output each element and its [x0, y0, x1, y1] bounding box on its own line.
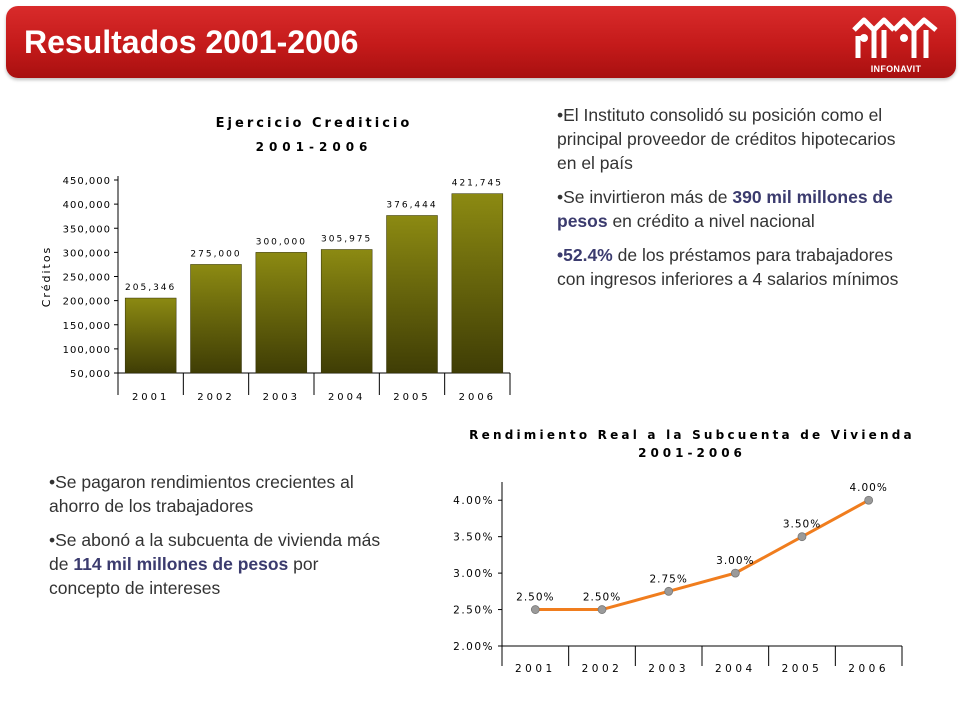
series-line [535, 498, 870, 612]
y-tick-label: 2.50% [453, 605, 494, 617]
point-2006 [864, 495, 874, 505]
bar-2002 [190, 264, 242, 374]
y-tick-label: 3.00% [453, 568, 494, 580]
bullet-item: •Se invirtieron más de 390 mil millones … [557, 185, 917, 233]
x-tick-label: 2006 [459, 392, 496, 403]
bullet-text: •Se invirtieron más de [557, 187, 733, 207]
y-tick-label: 450,000 [63, 176, 111, 187]
point-data-label: 2.75% [649, 573, 687, 585]
bullet-text: •El Instituto consolidó su posición como… [557, 105, 896, 173]
bottom-bullet-list: •Se pagaron rendimientos crecientes al a… [49, 470, 389, 610]
y-tick-label: 250,000 [63, 273, 111, 284]
bullet-highlight: 114 mil millones de pesos [73, 554, 289, 574]
point-data-label: 2.50% [516, 592, 554, 604]
point-2005 [797, 532, 807, 542]
bar-data-label: 376,444 [386, 200, 437, 210]
y-tick-label: 3.50% [453, 532, 494, 544]
slide-header: Resultados 2001-2006 INFONAVIT [6, 6, 956, 78]
houses-logo-icon [852, 17, 938, 58]
top-bullet-list: •El Instituto consolidó su posición como… [557, 103, 917, 301]
y-tick-label: 4.00% [453, 495, 494, 507]
point-data-label: 3.00% [716, 555, 754, 567]
chart-subtitle: 2001-2006 [638, 446, 746, 460]
y-axis-label: Créditos [40, 246, 53, 308]
point-2004 [730, 568, 740, 578]
point-data-label: 4.00% [849, 482, 887, 494]
y-tick-label: 200,000 [63, 297, 111, 308]
logo-text: INFONAVIT [870, 64, 922, 74]
point-data-label: 3.50% [783, 519, 821, 531]
bar-2001 [124, 297, 177, 374]
bullet-text: por concepto de intereses [49, 554, 319, 598]
point-data-label: 2.50% [583, 592, 621, 604]
bullet-item: •El Instituto consolidó su posición como… [557, 103, 917, 175]
x-tick-label: 2006 [848, 663, 889, 675]
x-tick-label: 2001 [515, 663, 556, 675]
bullet-highlight: 390 mil millones de pesos [557, 187, 893, 231]
x-tick-label: 2003 [263, 392, 300, 403]
bullet-item: •Se pagaron rendimientos crecientes al a… [49, 470, 389, 518]
bar-data-label: 275,000 [190, 249, 241, 259]
bar-2006 [451, 193, 504, 374]
credit-bar-chart: Ejercicio Crediticio 2001-2006 50,000 100,0… [40, 116, 511, 403]
point-2002 [597, 605, 607, 614]
x-tick-label: 2003 [648, 663, 689, 675]
y-tick-label: 2.00% [453, 641, 494, 653]
y-tick-label: 350,000 [63, 224, 111, 235]
infonavit-logo: INFONAVIT [850, 14, 942, 76]
x-tick-label: 2002 [582, 663, 623, 675]
y-tick-label: 400,000 [63, 200, 111, 211]
chart-title: Ejercicio Crediticio [216, 116, 413, 131]
x-tick-label: 2002 [197, 392, 234, 403]
point-2003 [664, 586, 674, 596]
return-line-chart: Rendimiento Real a la Subcuenta de Vivie… [453, 428, 915, 675]
bar-data-label: 305,975 [321, 234, 372, 244]
bar-data-label: 205,346 [125, 283, 176, 293]
bullet-text: •Se abonó a la subcuenta de vivienda más… [49, 530, 381, 574]
x-tick-label: 2004 [328, 392, 365, 403]
bullet-text: en crédito a nivel nacional [607, 211, 815, 231]
x-tick-label: 2005 [782, 663, 823, 675]
bullet-text: de los préstamos para trabajadores con i… [557, 245, 899, 289]
chart-subtitle: 2001-2006 [256, 140, 373, 154]
bar-data-label: 421,745 [452, 179, 503, 189]
point-2001 [530, 605, 540, 614]
bar-data-label: 300,000 [256, 237, 307, 247]
bar-2003 [255, 252, 308, 374]
bullet-text: •Se pagaron rendimientos crecientes al a… [49, 472, 354, 516]
bullet-highlight: •52.4% [557, 245, 613, 265]
y-tick-label: 150,000 [63, 321, 111, 332]
x-tick-label: 2005 [393, 392, 430, 403]
bar-2005 [386, 215, 438, 374]
y-tick-label: 50,000 [70, 369, 111, 380]
x-tick-label: 2001 [132, 392, 169, 403]
slide-title: Resultados 2001-2006 [24, 24, 359, 60]
x-tick-label: 2004 [715, 663, 756, 675]
chart-title: Rendimiento Real a la Subcuenta de Vivie… [469, 428, 915, 442]
y-tick-label: 100,000 [63, 345, 111, 356]
bar-2004 [320, 249, 373, 374]
bullet-item: •52.4% de los préstamos para trabajadore… [557, 243, 917, 291]
y-tick-label: 300,000 [63, 248, 111, 259]
bullet-item: •Se abonó a la subcuenta de vivienda más… [49, 528, 389, 600]
